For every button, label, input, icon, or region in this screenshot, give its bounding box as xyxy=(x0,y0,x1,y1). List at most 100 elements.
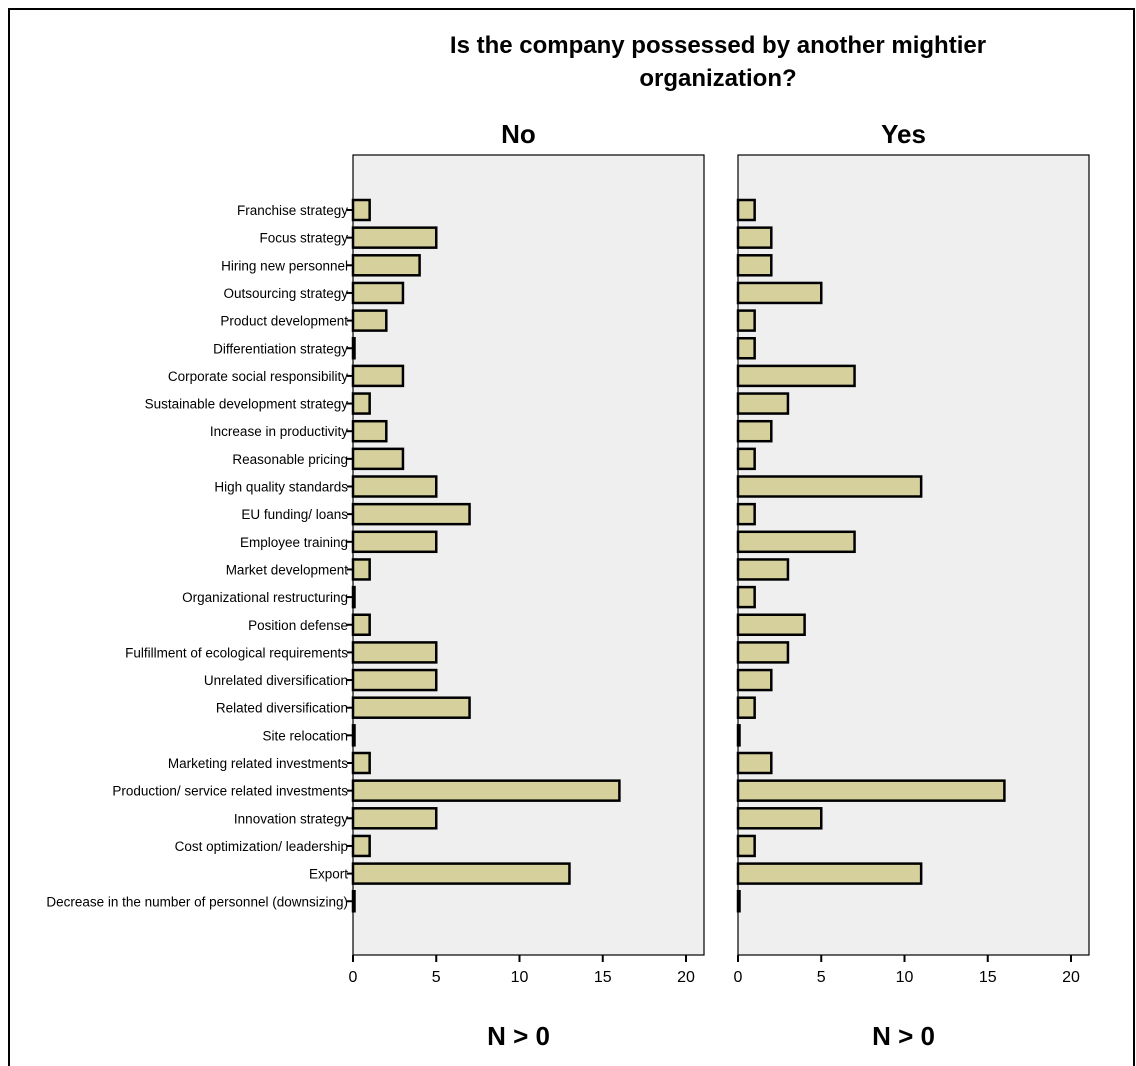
bar xyxy=(736,337,756,360)
category-label: Franchise strategy xyxy=(237,203,348,218)
bar xyxy=(736,890,741,913)
category-label: Reasonable pricing xyxy=(232,452,348,467)
panel-title: Yes xyxy=(881,119,926,149)
x-tick-label: 5 xyxy=(432,969,441,986)
category-label: Unrelated diversification xyxy=(204,673,348,688)
bar xyxy=(351,862,571,885)
bar xyxy=(736,447,756,471)
category-label: Employee training xyxy=(240,535,348,550)
bar xyxy=(351,585,356,609)
x-tick-label: 20 xyxy=(677,969,695,986)
bar xyxy=(351,834,371,858)
bar xyxy=(736,862,923,885)
bar xyxy=(351,364,405,388)
chart-title-line-2: organization? xyxy=(639,65,796,92)
x-axis-label: N > 0 xyxy=(487,1021,550,1051)
chart-frame xyxy=(8,8,1135,1066)
bar xyxy=(736,585,756,609)
bar xyxy=(736,751,773,775)
panel-title: No xyxy=(501,119,536,149)
panel-yes: Yes 0 5 10 15 20 N > 0 xyxy=(734,119,1090,1051)
category-labels: Franchise strategy Focus strategy Hiring n… xyxy=(46,203,353,909)
x-tick-label: 0 xyxy=(734,969,743,986)
category-label: Site relocation xyxy=(262,728,348,743)
x-axis-label: N > 0 xyxy=(872,1021,935,1051)
bar xyxy=(351,613,371,636)
bar xyxy=(351,309,388,332)
category-label: Differentiation strategy xyxy=(213,341,348,356)
x-tick-label: 10 xyxy=(511,969,529,986)
category-label: High quality standards xyxy=(214,480,348,495)
category-label: Market development xyxy=(226,562,349,577)
bar xyxy=(351,502,471,526)
category-label: EU funding/ loans xyxy=(241,507,348,522)
x-tick-label: 10 xyxy=(896,969,914,986)
category-label: Outsourcing strategy xyxy=(223,286,348,301)
x-tick-label: 0 xyxy=(349,969,358,986)
category-label: Related diversification xyxy=(216,701,348,716)
bar xyxy=(351,475,438,498)
bar xyxy=(351,337,356,360)
x-tick-label: 20 xyxy=(1062,969,1080,986)
bar xyxy=(736,530,856,554)
panel-no: No 0 5 10 15 20 N > 0 xyxy=(349,119,705,1051)
bar xyxy=(351,558,371,581)
category-label: Decrease in the number of personnel (dow… xyxy=(46,894,348,909)
bar xyxy=(351,198,371,222)
category-label: Fulfillment of ecological requirements xyxy=(125,645,348,660)
bar xyxy=(351,668,438,692)
category-label: Export xyxy=(309,867,348,882)
x-tick-label: 5 xyxy=(817,969,826,986)
bar xyxy=(736,696,756,719)
bar xyxy=(736,613,806,636)
bar xyxy=(351,641,438,664)
category-label: Hiring new personnel xyxy=(221,258,348,273)
bar xyxy=(736,668,773,692)
category-label: Cost optimization/ leadership xyxy=(175,839,348,854)
bar xyxy=(351,807,438,830)
category-label: Corporate social responsibility xyxy=(168,369,348,384)
bar xyxy=(736,309,756,332)
category-label: Increase in productivity xyxy=(210,424,348,439)
bar xyxy=(736,807,823,830)
bar xyxy=(736,254,773,277)
bar xyxy=(736,502,756,526)
bar xyxy=(736,198,756,222)
category-label: Production/ service related investments xyxy=(112,784,348,799)
bar xyxy=(351,419,388,443)
chart-title: Is the company possessed by another migh… xyxy=(450,32,986,92)
category-label: Product development xyxy=(220,314,348,329)
category-label: Sustainable development strategy xyxy=(145,397,349,412)
bar xyxy=(351,696,471,719)
category-label: Organizational restructuring xyxy=(182,590,348,605)
bar xyxy=(351,392,371,415)
category-label: Position defense xyxy=(248,618,348,633)
bar xyxy=(736,226,773,249)
x-tick-label: 15 xyxy=(594,969,612,986)
x-tick-label: 15 xyxy=(979,969,997,986)
bar xyxy=(736,834,756,858)
category-label: Marketing related investments xyxy=(168,756,348,771)
category-label: Focus strategy xyxy=(259,231,348,246)
panel-background xyxy=(737,154,1090,956)
bar xyxy=(736,281,823,305)
chart-title-line-1: Is the company possessed by another migh… xyxy=(450,32,986,59)
bar xyxy=(736,724,741,747)
bar xyxy=(736,392,790,415)
category-label: Innovation strategy xyxy=(234,811,348,826)
bar xyxy=(736,779,1006,802)
bar xyxy=(351,724,356,747)
bar xyxy=(351,447,405,471)
bar xyxy=(351,779,621,802)
bar xyxy=(351,890,356,913)
bar xyxy=(351,254,421,277)
bar xyxy=(736,558,790,581)
bar xyxy=(736,475,923,498)
bar xyxy=(736,419,773,443)
bar xyxy=(736,364,856,388)
bar xyxy=(736,641,790,664)
bar xyxy=(351,226,438,249)
bar xyxy=(351,751,371,775)
bar xyxy=(351,281,405,305)
